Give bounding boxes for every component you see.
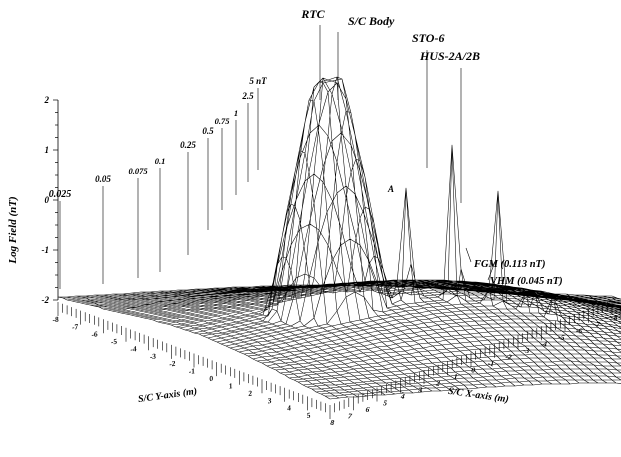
- svg-text:-1: -1: [42, 245, 50, 255]
- svg-text:2: 2: [44, 95, 50, 105]
- svg-text:Log Field (nT): Log Field (nT): [7, 196, 19, 264]
- svg-text:RTC: RTC: [300, 7, 325, 21]
- svg-text:STO-6: STO-6: [412, 31, 444, 45]
- svg-text:0.025: 0.025: [49, 189, 72, 200]
- svg-text:0.1: 0.1: [155, 156, 166, 166]
- svg-text:FGM (0.113 nT): FGM (0.113 nT): [473, 259, 545, 270]
- svg-text:0.05: 0.05: [95, 174, 111, 184]
- svg-text:0.25: 0.25: [180, 140, 196, 150]
- svg-text:A: A: [387, 184, 394, 194]
- svg-text:1: 1: [45, 145, 50, 155]
- svg-text:0.75: 0.75: [215, 116, 231, 126]
- svg-text:0.5: 0.5: [202, 126, 214, 136]
- svg-text:VHM (0.045 nT): VHM (0.045 nT): [490, 276, 563, 287]
- svg-text:0.075: 0.075: [128, 166, 148, 176]
- svg-text:S/C Body: S/C Body: [348, 14, 395, 28]
- svg-text:-2: -2: [42, 295, 50, 305]
- svg-text:2.5: 2.5: [241, 91, 254, 101]
- svg-text:1: 1: [234, 108, 238, 118]
- svg-text:HUS-2A/2B: HUS-2A/2B: [419, 49, 480, 63]
- svg-text:-1: -1: [487, 359, 494, 369]
- svg-text:5 nT: 5 nT: [249, 76, 267, 86]
